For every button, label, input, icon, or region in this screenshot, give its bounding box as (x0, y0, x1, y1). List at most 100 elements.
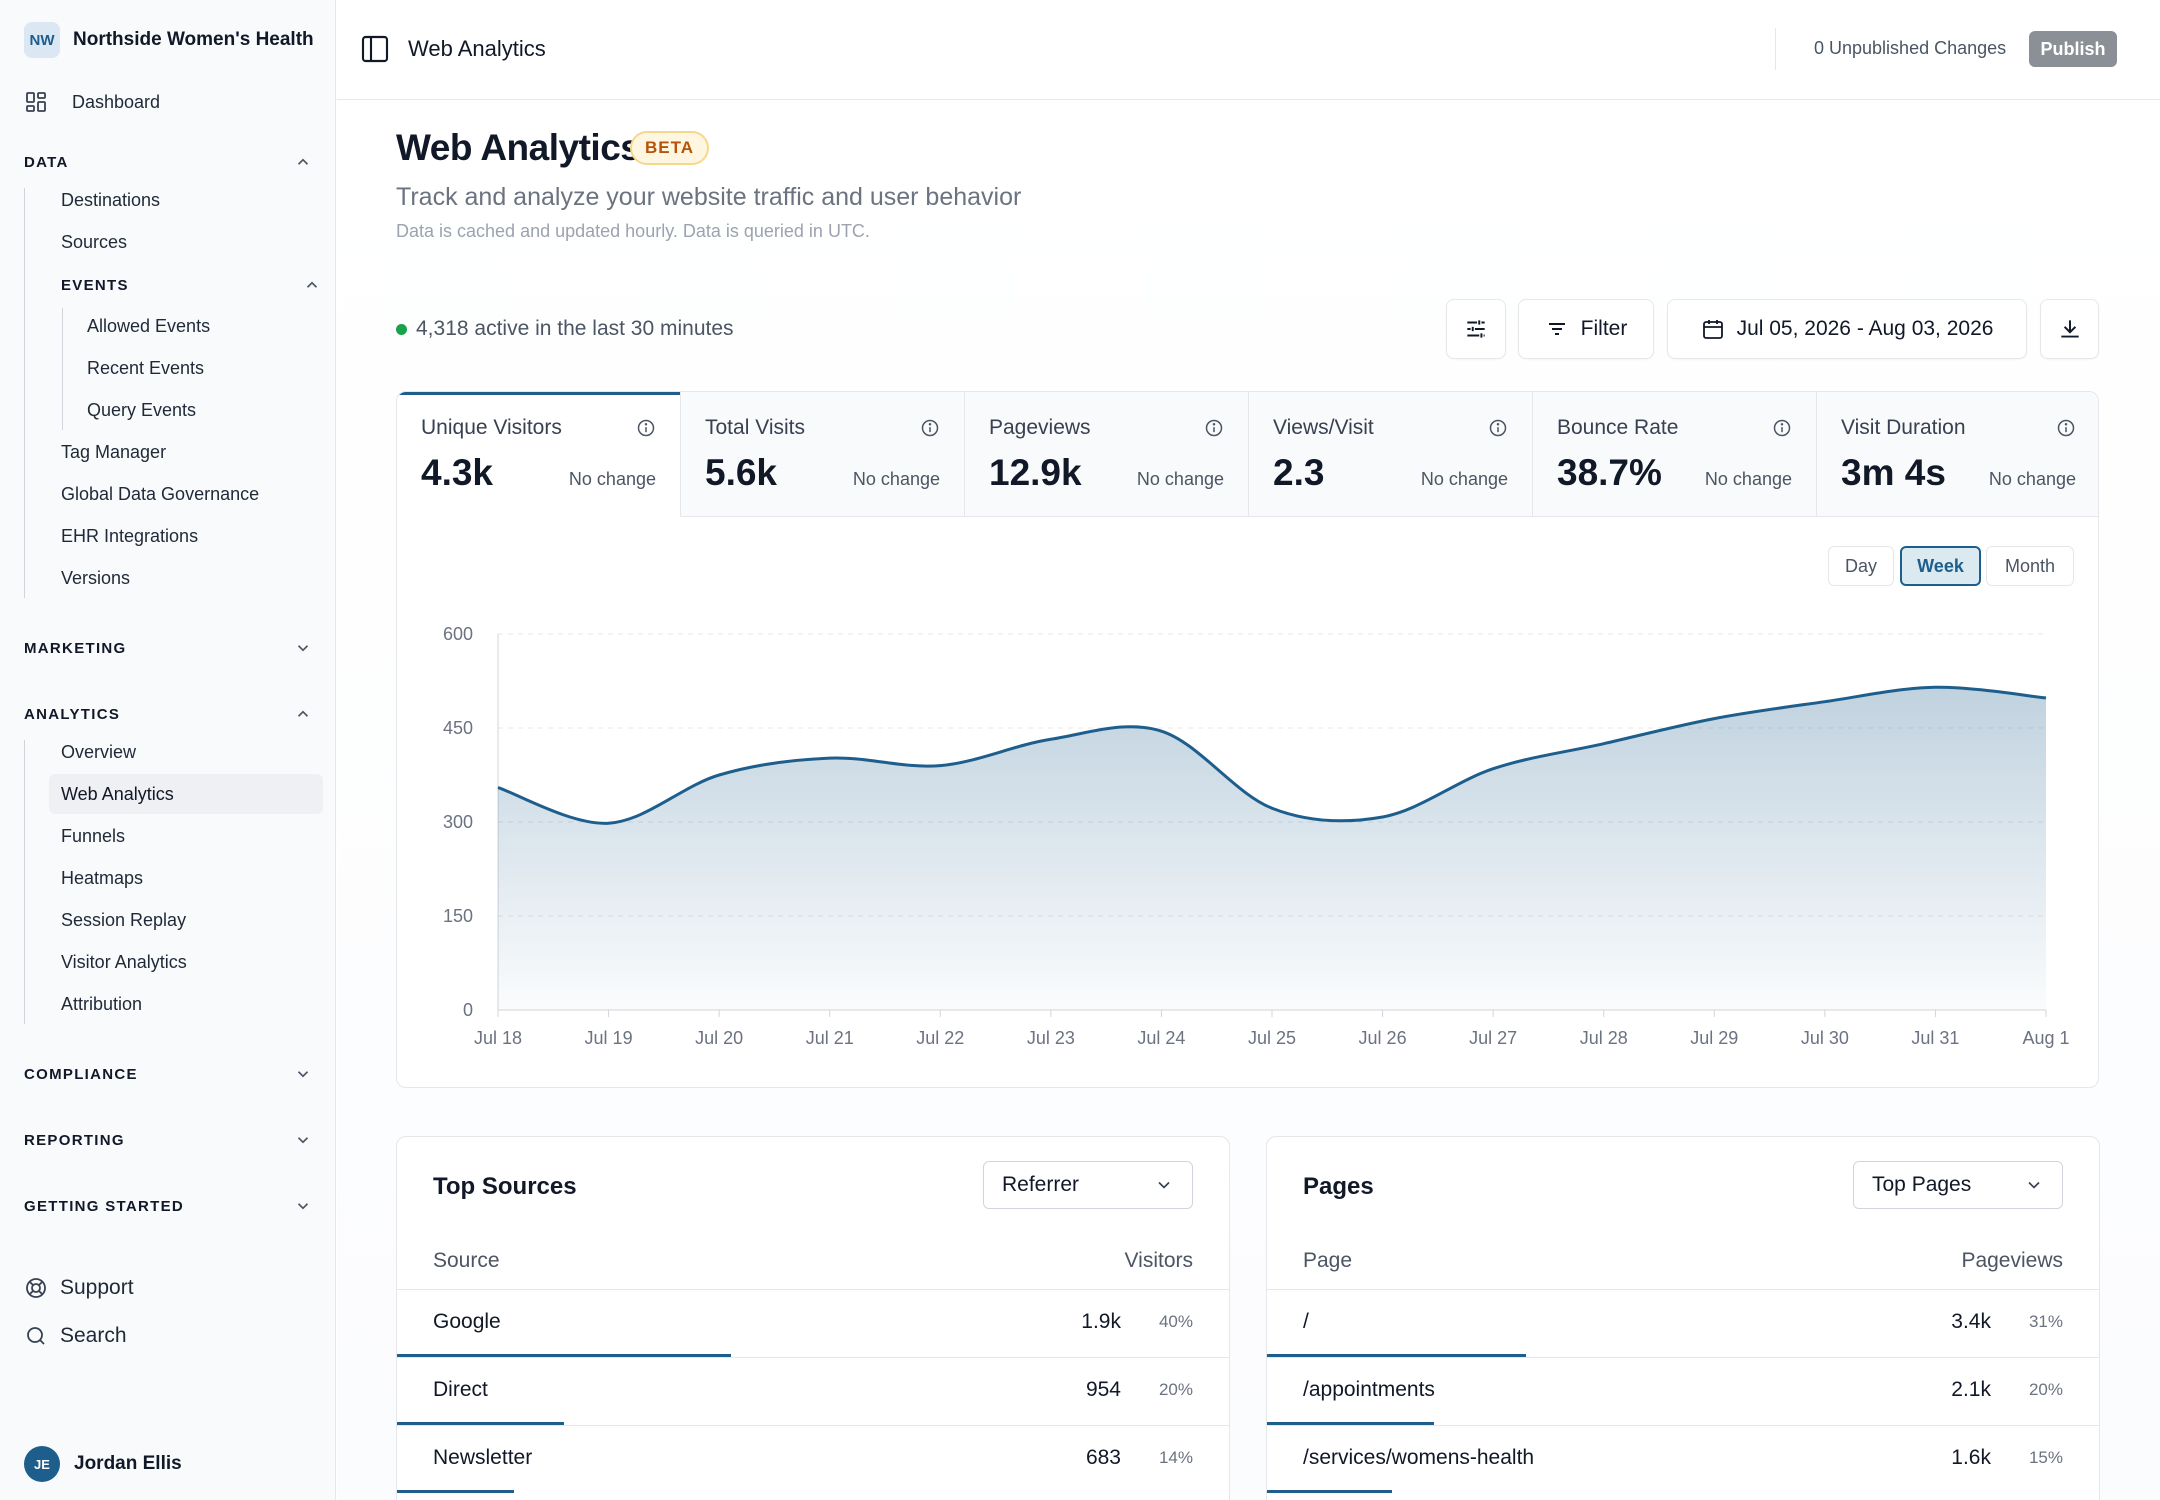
info-icon[interactable] (1488, 418, 1508, 443)
sidebar-item-query-events[interactable]: Query Events (87, 399, 197, 420)
metric-label: Unique Visitors (421, 416, 562, 439)
section-getting-started-toggle[interactable]: GETTING STARTED (24, 1194, 312, 1218)
chevron-down-icon (297, 1137, 309, 1144)
sidebar-item-tag-manager[interactable]: Tag Manager (61, 441, 167, 462)
row-value: 954 (1085, 1378, 1121, 1401)
metric-tab-pageviews[interactable]: Pageviews 12.9k No change (965, 392, 1249, 517)
section-data-toggle[interactable]: DATA (24, 150, 312, 174)
table-row[interactable]: / 3.4k 31% (1267, 1289, 2099, 1357)
x-tick-label: Jul 31 (1911, 1028, 1959, 1048)
sidebar-item-ehr-integrations[interactable]: EHR Integrations (61, 525, 199, 546)
sidebar-item-destinations[interactable]: Destinations (61, 189, 161, 210)
sidebar-toggle-icon[interactable] (359, 33, 391, 65)
sidebar-item-allowed-events[interactable]: Allowed Events (87, 315, 211, 336)
x-tick-label: Jul 28 (1580, 1028, 1628, 1048)
info-icon[interactable] (1204, 418, 1224, 443)
sidebar-item-web-analytics[interactable]: Web Analytics (49, 774, 323, 814)
info-icon[interactable] (920, 418, 940, 443)
range-week-button[interactable]: Week (1900, 546, 1981, 586)
pages-dimension-select[interactable]: Top Pages (1853, 1161, 2063, 1209)
sidebar-item-label: Dashboard (72, 91, 161, 112)
metric-change: No change (1420, 469, 1508, 489)
date-range-picker[interactable]: Jul 05, 2026 - Aug 03, 2026 (1667, 299, 2027, 359)
row-name: Newsletter (433, 1446, 533, 1469)
metric-tab-views-visit[interactable]: Views/Visit 2.3 No change (1249, 392, 1533, 517)
row-percent: 31% (2028, 1312, 2063, 1331)
row-percent: 15% (2028, 1448, 2063, 1467)
info-icon[interactable] (2056, 418, 2076, 443)
chevron-down-icon (297, 1071, 309, 1078)
x-tick-label: Jul 20 (695, 1028, 743, 1048)
sidebar-item-global-data-governance[interactable]: Global Data Governance (61, 483, 260, 504)
active-visitors: 4,318 active in the last 30 minutes (396, 317, 734, 341)
metric-tab-bounce-rate[interactable]: Bounce Rate 38.7% No change (1533, 392, 1817, 517)
info-icon[interactable] (636, 418, 656, 443)
page-breadcrumb-title: Web Analytics (408, 36, 546, 61)
sidebar-item-heatmaps[interactable]: Heatmaps (61, 867, 144, 888)
section-reporting-toggle[interactable]: REPORTING (24, 1128, 312, 1152)
download-button[interactable] (2040, 299, 2099, 359)
sidebar-item-sources[interactable]: Sources (61, 231, 128, 252)
table-row[interactable]: /services/womens-health 1.6k 15% (1267, 1425, 2099, 1493)
section-compliance-toggle[interactable]: COMPLIANCE (24, 1062, 312, 1086)
metric-value: 2.3 (1273, 452, 1325, 493)
x-tick-label: Jul 25 (1248, 1028, 1296, 1048)
row-name: Direct (433, 1378, 488, 1401)
cache-note: Data is cached and updated hourly. Data … (396, 221, 870, 241)
section-label: ANALYTICS (24, 705, 121, 723)
x-tick-label: Jul 27 (1469, 1028, 1517, 1048)
range-day-button[interactable]: Day (1828, 546, 1894, 586)
section-events-toggle[interactable]: EVENTS (61, 273, 321, 297)
sidebar-item-visitor-analytics[interactable]: Visitor Analytics (61, 951, 187, 972)
beta-badge: BETA (630, 131, 710, 165)
sources-dimension-select[interactable]: Referrer (983, 1161, 1193, 1209)
chevron-down-icon (2028, 1181, 2040, 1189)
range-month-button[interactable]: Month (1986, 546, 2074, 586)
user-menu[interactable]: JE Jordan Ellis (24, 1446, 182, 1482)
publish-button[interactable]: Publish (2029, 31, 2117, 67)
metric-value: 38.7% (1557, 452, 1662, 493)
metric-tabs: Unique Visitors 4.3k No change Total Visits… (397, 392, 2098, 517)
filter-button[interactable]: Filter (1518, 299, 1654, 359)
org-switcher[interactable]: NW Northside Women's Health (24, 22, 314, 58)
table-row[interactable]: /appointments 2.1k 20% (1267, 1357, 2099, 1425)
metric-tab-total-visits[interactable]: Total Visits 5.6k No change (681, 392, 965, 517)
search-link[interactable]: Search (24, 1324, 127, 1348)
chevron-down-icon (297, 645, 309, 652)
settings-button[interactable] (1446, 299, 1506, 359)
row-value: 2.1k (1951, 1378, 1991, 1401)
table-row[interactable]: Direct 954 20% (397, 1357, 1229, 1425)
sidebar-item-session-replay[interactable]: Session Replay (61, 909, 187, 930)
metric-label: Visit Duration (1841, 416, 1966, 439)
y-tick-label: 450 (443, 718, 473, 738)
topbar-divider (1775, 28, 1776, 70)
metric-label: Pageviews (989, 416, 1091, 439)
card-title: Top Sources (433, 1173, 577, 1200)
row-percent: 20% (1158, 1380, 1193, 1399)
info-icon[interactable] (1772, 418, 1792, 443)
share-bar (1267, 1422, 1434, 1425)
metric-label: Bounce Rate (1557, 416, 1679, 439)
row-name: Google (433, 1310, 501, 1333)
sidebar: NW Northside Women's Health Dashboard DA… (0, 0, 336, 1500)
metric-tab-visit-duration[interactable]: Visit Duration 3m 4s No change (1817, 392, 2098, 517)
sidebar-item-overview[interactable]: Overview (61, 741, 137, 762)
table-row[interactable]: Google 1.9k 40% (397, 1289, 1229, 1357)
sidebar-item-dashboard[interactable]: Dashboard (24, 90, 160, 114)
section-label: COMPLIANCE (24, 1065, 138, 1083)
metric-change: No change (1988, 469, 2076, 489)
sidebar-item-versions[interactable]: Versions (61, 567, 131, 588)
row-name: /appointments (1303, 1378, 1435, 1401)
section-analytics-toggle[interactable]: ANALYTICS (24, 702, 312, 726)
sidebar-item-attribution[interactable]: Attribution (61, 993, 143, 1014)
share-bar (397, 1422, 564, 1425)
section-label: GETTING STARTED (24, 1197, 185, 1215)
table-row[interactable]: Newsletter 683 14% (397, 1425, 1229, 1493)
sidebar-item-recent-events[interactable]: Recent Events (87, 357, 205, 378)
x-tick-label: Jul 29 (1690, 1028, 1738, 1048)
sidebar-item-funnels[interactable]: Funnels (61, 825, 126, 846)
support-link[interactable]: Support (24, 1276, 134, 1300)
metric-tab-unique-visitors[interactable]: Unique Visitors 4.3k No change (397, 392, 681, 517)
y-tick-label: 0 (463, 1000, 473, 1020)
section-marketing-toggle[interactable]: MARKETING (24, 636, 312, 660)
